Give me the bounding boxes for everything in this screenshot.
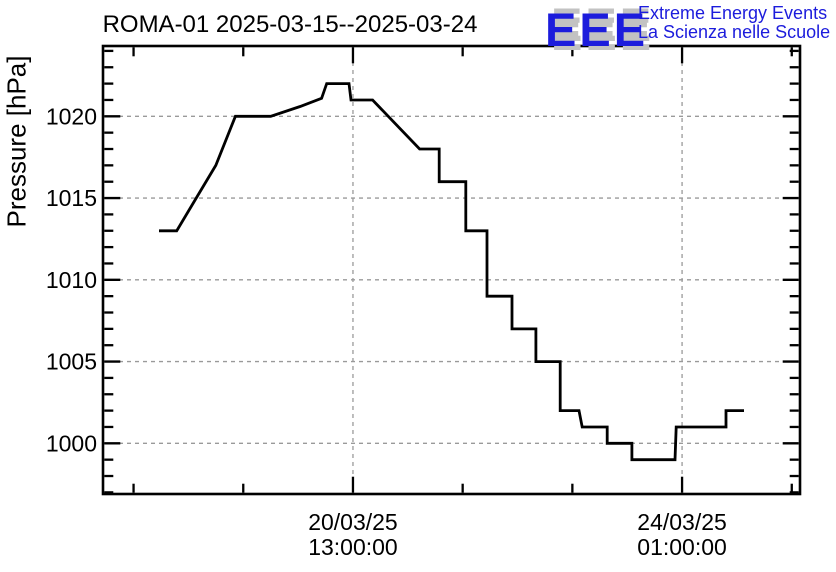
y-tick-label: 1010 [46,267,97,293]
y-tick-label: 1000 [46,430,97,456]
chart-title: ROMA-01 2025-03-15--2025-03-24 [102,11,478,38]
pressure-line [159,82,744,462]
y-axis-title: Pressure [hPa] [1,55,32,228]
eee-tagline-line1: Extreme Energy Events [638,3,828,23]
eee-logo-icon: EEE [545,3,649,56]
y-tick-label: 1020 [46,103,97,129]
eee-logo-shadow-icon: EEE [551,7,655,60]
y-tick-label: 1015 [46,185,97,211]
plot-frame [101,44,802,496]
eee-tagline-line2: La Scienza nelle Scuole [638,22,831,42]
x-tick-label: 20/03/25 13:00:00 [308,509,398,560]
x-tick-label: 24/03/25 01:00:00 [637,509,727,560]
eee-logo-tagline: Extreme Energy Events La Scienza nelle S… [638,4,830,42]
y-tick-label: 1005 [46,349,97,375]
eee-logo-shadow-icon: EEE [551,0,655,51]
eee-logo: EEE EEE EEE Extreme Energy Events La Sci… [0,0,836,57]
